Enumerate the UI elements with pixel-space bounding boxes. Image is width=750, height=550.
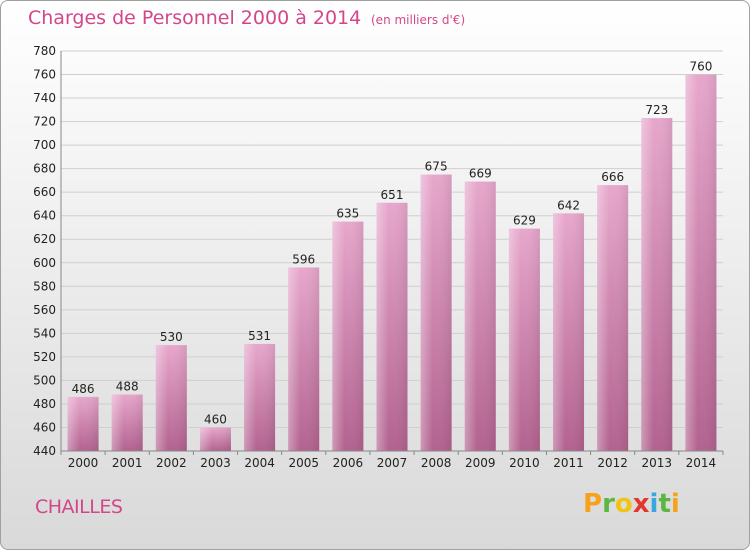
y-tick-label: 440 [33,444,56,458]
x-tick-label: 2004 [244,456,275,470]
bar-value-label: 635 [336,207,359,221]
x-tick-label: 2008 [421,456,452,470]
x-tick-label: 2010 [509,456,540,470]
y-tick-label: 640 [33,209,56,223]
chart-subtitle: (en milliers d'€) [371,13,466,27]
y-tick-label: 460 [33,420,56,434]
bar-shading [244,343,276,451]
bar-value-label: 760 [689,60,712,74]
x-tick-label: 2013 [642,456,673,470]
y-tick-label: 720 [33,115,56,129]
x-tick-label: 2007 [377,456,408,470]
bar-value-label: 486 [72,382,95,396]
x-tick-label: 2011 [553,456,584,470]
bar-shading [420,174,452,451]
y-tick-label: 480 [33,397,56,411]
bar-shading [288,267,320,451]
bar-shading [464,181,496,451]
y-tick-label: 700 [33,138,56,152]
y-tick-label: 520 [33,350,56,364]
bar-value-label: 530 [160,330,183,344]
x-tick-label: 2012 [597,456,628,470]
y-tick-label: 680 [33,162,56,176]
y-tick-label: 500 [33,373,56,387]
y-tick-label: 740 [33,91,56,105]
proxiti-logo: Proxiti [583,489,680,519]
logo-letter: i [649,489,659,519]
logo-letter: P [583,489,603,519]
y-tick-label: 780 [33,44,56,58]
x-tick-label: 2002 [156,456,187,470]
bar-shading [685,74,717,451]
bar-shading [508,228,540,451]
y-tick-label: 580 [33,279,56,293]
bar-value-label: 666 [601,170,624,184]
bar-shading [332,221,364,451]
bar-shading [553,213,585,451]
bar-value-label: 642 [557,198,580,212]
y-tick-label: 620 [33,232,56,246]
x-tick-label: 2000 [68,456,99,470]
x-tick-label: 2014 [686,456,717,470]
bar-value-label: 675 [425,160,448,174]
commune-name: CHAILLES [35,496,123,518]
bar-value-label: 460 [204,412,227,426]
bar-value-label: 629 [513,214,536,228]
bar-shading [641,118,673,451]
chart-title: Charges de Personnel 2000 à 2014 [28,7,362,29]
x-tick-label: 2006 [333,456,364,470]
logo-letter: t [658,489,671,519]
logo-letter: o [614,489,633,519]
y-tick-label: 540 [33,326,56,340]
x-tick-label: 2005 [288,456,319,470]
x-tick-label: 2009 [465,456,496,470]
y-tick-label: 660 [33,185,56,199]
logo-letter: i [670,489,680,519]
bar-shading [376,202,408,451]
bar-shading [67,396,99,451]
bar-shading [597,185,629,451]
x-tick-label: 2001 [112,456,143,470]
bar-shading [155,345,187,451]
bar-value-label: 596 [292,252,315,266]
y-tick-label: 760 [33,68,56,82]
bar-value-label: 488 [116,380,139,394]
logo-letter: x [632,489,650,519]
bar-value-label: 669 [469,167,492,181]
bar-value-label: 723 [645,103,668,117]
x-tick-label: 2003 [200,456,231,470]
bar-shading [111,394,143,451]
bar-value-label: 651 [381,188,404,202]
logo-letter: r [602,489,615,519]
bar-value-label: 531 [248,329,271,343]
bar-shading [199,427,231,451]
y-tick-label: 560 [33,303,56,317]
y-tick-label: 600 [33,256,56,270]
